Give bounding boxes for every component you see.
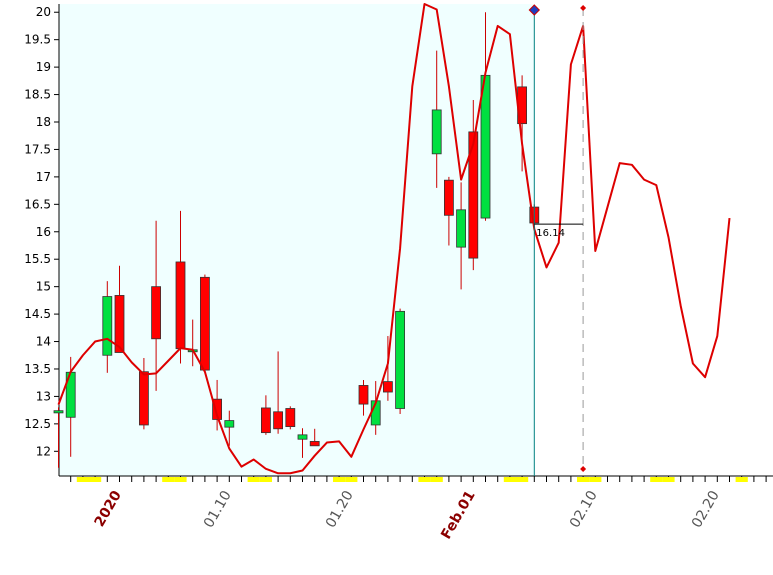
y-tick-label: 16.5 xyxy=(24,197,51,211)
y-tick-label: 17.5 xyxy=(24,142,51,156)
candle-body xyxy=(138,371,149,426)
forecast-bottom-marker xyxy=(580,466,587,472)
y-tick-label: 18.5 xyxy=(24,88,51,102)
x-tick-label: 2020 xyxy=(92,488,125,530)
candle-body xyxy=(358,385,369,405)
forecast-line-group xyxy=(57,3,731,475)
forecast-top-marker xyxy=(580,5,587,11)
highlight-block xyxy=(259,477,272,482)
highlight-block xyxy=(162,477,175,482)
current-date-marker xyxy=(528,4,541,16)
highlight-block xyxy=(89,477,102,482)
y-tick-label: 15 xyxy=(36,280,51,294)
candle-body xyxy=(456,209,467,248)
highlight-block xyxy=(174,477,187,482)
x-tick-label: 01.10 xyxy=(201,488,235,531)
highlight-block xyxy=(345,477,358,482)
y-tick-label: 14 xyxy=(36,335,51,349)
candle-body xyxy=(395,310,406,409)
y-tick-label: 13 xyxy=(36,389,51,403)
markers: 16.14 xyxy=(528,4,587,476)
y-tick-label: 19 xyxy=(36,60,51,74)
candle-body xyxy=(175,261,186,350)
highlight-block xyxy=(589,477,602,482)
y-tick-label: 19.5 xyxy=(24,33,51,47)
candle-body xyxy=(199,276,210,371)
candle-body xyxy=(224,420,235,428)
candle-body xyxy=(297,434,308,440)
y-tick-label: 12.5 xyxy=(24,417,51,431)
candle-body xyxy=(273,411,284,430)
candle-body xyxy=(114,295,125,353)
y-axis: 12 12.5 13 13.5 14 14.5 15 15.5 16 16.5 17 17.5 18 18… xyxy=(24,4,60,476)
highlight-block xyxy=(76,477,89,482)
y-tick-label: 16 xyxy=(36,225,51,239)
x-tick-label: 02.10 xyxy=(567,488,601,531)
y-tick-label: 15.5 xyxy=(24,252,51,266)
candle-body xyxy=(53,410,64,414)
candle-body xyxy=(443,179,454,216)
y-tick-label: 12 xyxy=(36,444,51,458)
candle-body xyxy=(285,408,296,428)
x-tick-label: Feb.01 xyxy=(438,488,479,542)
x-tick-label: 02.20 xyxy=(689,488,723,531)
y-tick-label: 17 xyxy=(36,170,51,184)
candles xyxy=(53,12,540,468)
highlight-block xyxy=(516,477,529,482)
candle-body xyxy=(102,296,113,356)
y-tick-label: 20 xyxy=(36,5,51,19)
forecast-line xyxy=(57,3,731,475)
candle-body xyxy=(151,286,162,340)
current-price-label: 16.14 xyxy=(536,228,565,239)
highlight-block xyxy=(577,477,590,482)
highlight-block xyxy=(247,477,260,482)
x-tick-label: 01.20 xyxy=(323,488,357,531)
candle-body xyxy=(468,131,479,259)
history-background xyxy=(59,4,535,476)
candle-body xyxy=(309,441,320,447)
highlight-block xyxy=(735,477,748,482)
y-tick-label: 13.5 xyxy=(24,362,51,376)
highlight-block xyxy=(333,477,346,482)
candle-body xyxy=(212,398,223,420)
highlight-block xyxy=(662,477,675,482)
candle-body xyxy=(260,407,271,434)
weekend-highlights xyxy=(76,477,748,482)
highlight-block xyxy=(503,477,516,482)
y-tick-label: 14.5 xyxy=(24,307,51,321)
highlight-block xyxy=(430,477,443,482)
highlight-block xyxy=(650,477,663,482)
x-axis: 2020 01.10 01.20 Feb.01 02.10 02.20 xyxy=(59,475,773,542)
candle-body xyxy=(382,381,393,393)
highlight-block xyxy=(418,477,431,482)
y-tick-label: 18 xyxy=(36,115,51,129)
candle-body xyxy=(431,109,442,155)
